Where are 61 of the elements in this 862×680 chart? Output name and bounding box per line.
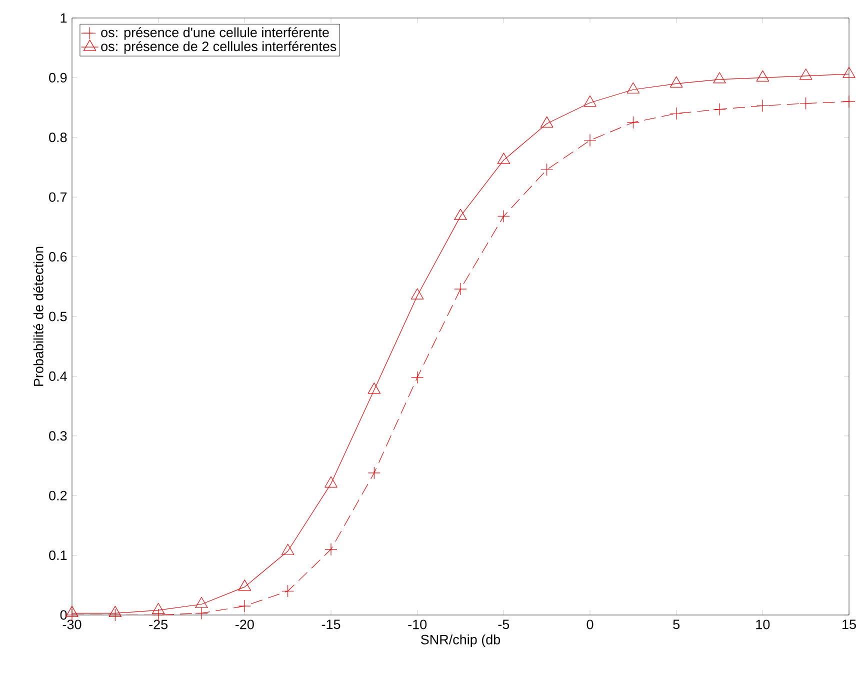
point xyxy=(368,466,380,480)
point xyxy=(454,282,467,296)
x-tick-label: 5 xyxy=(673,620,680,630)
point xyxy=(497,210,510,222)
point xyxy=(497,152,510,164)
x-tick-label: 15 xyxy=(842,620,856,630)
y-tick-label: 0.7 xyxy=(49,192,67,202)
x-tick-label: -25 xyxy=(149,620,168,630)
y-tick-label: 1 xyxy=(60,13,67,23)
point xyxy=(324,476,338,488)
y-tick-label: 0 xyxy=(60,610,67,620)
point xyxy=(66,606,78,618)
point xyxy=(368,382,381,394)
y-tick-label: 0.2 xyxy=(49,490,67,500)
point xyxy=(410,288,424,300)
x-tick-label: -30 xyxy=(62,620,82,630)
point xyxy=(842,66,856,78)
y-tick-label: 0.3 xyxy=(49,431,67,441)
point xyxy=(238,580,252,591)
point xyxy=(626,82,640,94)
x-tick-label: -5 xyxy=(498,620,510,630)
point xyxy=(281,544,294,555)
point xyxy=(108,606,122,618)
y-tick-label: 0.8 xyxy=(49,132,67,142)
point xyxy=(756,70,770,82)
point xyxy=(626,116,640,129)
x-tick-label: 10 xyxy=(756,620,770,630)
x-tick-label: -15 xyxy=(322,620,340,630)
point xyxy=(799,68,812,80)
x-axis-title: SNR/chip (db xyxy=(420,634,500,648)
point xyxy=(324,543,338,556)
legend-label: os: présence de 2 cellules interférentes xyxy=(101,41,336,54)
point xyxy=(584,134,596,147)
point xyxy=(108,608,122,622)
point xyxy=(195,606,208,620)
x-tick-label: -10 xyxy=(408,620,427,630)
point xyxy=(282,584,294,598)
point xyxy=(756,99,769,112)
point xyxy=(540,163,554,176)
y-tick-label: 0.5 xyxy=(49,312,67,322)
point xyxy=(195,596,208,608)
x-tick-label: 0 xyxy=(586,620,594,630)
point xyxy=(800,97,812,110)
y-tick-label: 0.9 xyxy=(49,72,67,82)
point xyxy=(411,371,424,384)
point xyxy=(540,116,554,128)
point xyxy=(584,95,596,107)
point xyxy=(454,208,467,220)
legend-label: os: présence d'une cellule interférente xyxy=(101,27,329,40)
point xyxy=(713,72,726,84)
y-tick-label: 0.1 xyxy=(49,550,67,560)
point xyxy=(152,602,165,614)
x-tick-label: -20 xyxy=(236,620,254,630)
point xyxy=(713,103,726,116)
point xyxy=(670,107,683,120)
y-tick-label: 0.6 xyxy=(49,252,67,262)
point xyxy=(670,76,683,88)
y-tick-label: 0.4 xyxy=(49,371,67,381)
point xyxy=(238,600,251,612)
y-axis-title: Probabilité de détection xyxy=(33,246,44,386)
point xyxy=(842,95,856,108)
